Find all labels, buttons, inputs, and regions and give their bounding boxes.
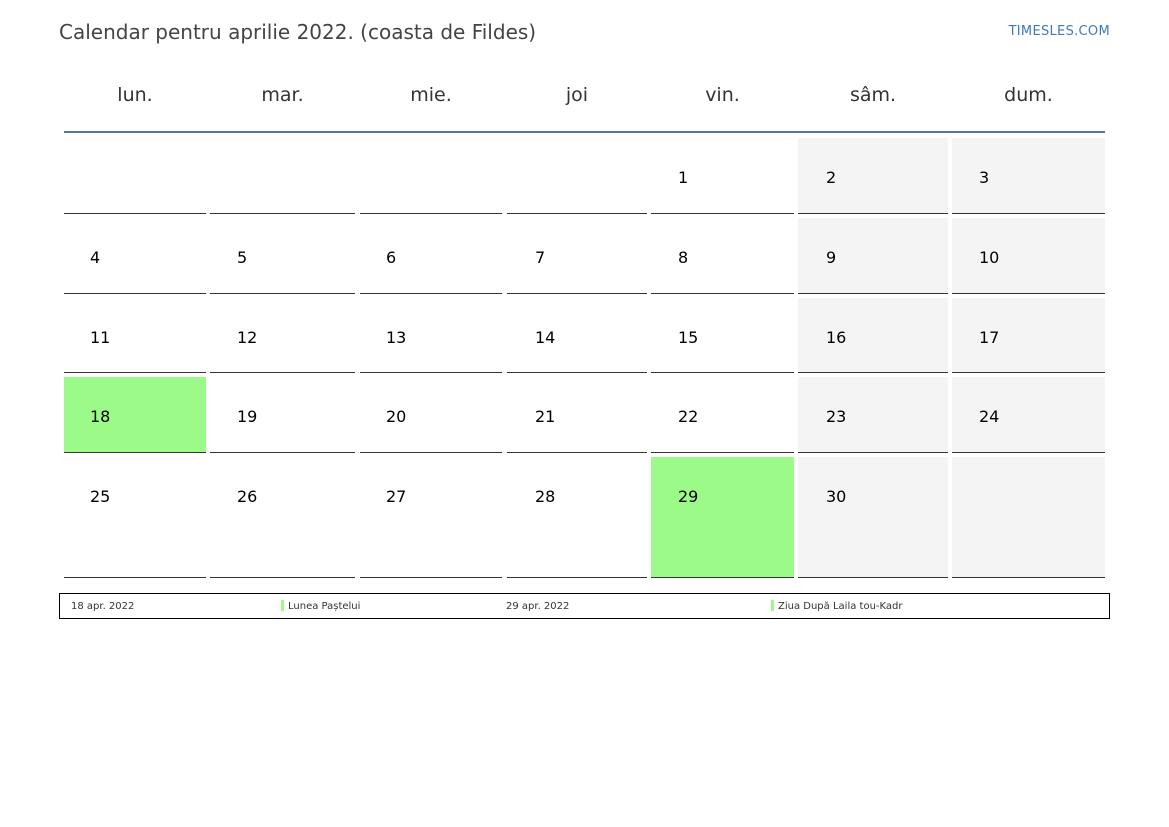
day-cell[interactable]: 2 [798, 138, 948, 214]
day-cell[interactable]: 12 [210, 298, 355, 373]
day-number: 5 [237, 248, 248, 267]
day-cell[interactable]: 5 [210, 218, 355, 294]
empty-day-cell [64, 138, 206, 214]
day-cell[interactable]: 24 [952, 377, 1105, 453]
day-cell[interactable]: 20 [360, 377, 502, 453]
day-number: 23 [826, 407, 847, 426]
legend-date: 18 apr. 2022 [71, 601, 135, 612]
day-number: 4 [90, 248, 101, 267]
day-number: 11 [90, 328, 111, 347]
day-number: 24 [979, 407, 1000, 426]
day-cell[interactable]: 29 [651, 457, 794, 578]
page-title: Calendar pentru aprilie 2022. (coasta de… [59, 20, 537, 44]
day-number: 26 [237, 487, 258, 506]
day-number: 16 [826, 328, 847, 347]
day-cell[interactable]: 1 [651, 138, 794, 214]
day-number: 9 [826, 248, 837, 267]
day-number: 7 [535, 248, 546, 267]
day-number: 10 [979, 248, 1000, 267]
empty-day-cell [210, 138, 355, 214]
day-number: 8 [678, 248, 689, 267]
day-number: 2 [826, 168, 837, 187]
weekday-sun: dum. [1004, 84, 1053, 106]
weekday-wed: mie. [410, 84, 452, 106]
day-cell[interactable]: 17 [952, 298, 1105, 373]
day-number: 3 [979, 168, 990, 187]
day-cell[interactable]: 13 [360, 298, 502, 373]
legend-date: 29 apr. 2022 [506, 601, 570, 612]
day-number: 30 [826, 487, 847, 506]
day-number: 29 [678, 487, 699, 506]
day-cell[interactable]: 26 [210, 457, 355, 578]
day-cell[interactable]: 10 [952, 218, 1105, 294]
day-cell[interactable]: 7 [507, 218, 647, 294]
day-cell[interactable]: 30 [798, 457, 948, 578]
legend-swatch [281, 600, 284, 611]
day-number: 22 [678, 407, 699, 426]
legend-holiday-name: Lunea Paștelui [288, 601, 361, 612]
weekday-sat: sâm. [849, 84, 897, 106]
weekday-thu: joi [565, 84, 589, 106]
day-cell[interactable]: 19 [210, 377, 355, 453]
day-cell[interactable]: 15 [651, 298, 794, 373]
holiday-legend: 18 apr. 2022 Lunea Paștelui 29 apr. 2022… [59, 593, 1110, 619]
day-number: 28 [535, 487, 556, 506]
legend-swatch [771, 600, 774, 611]
day-number: 20 [386, 407, 407, 426]
day-number: 27 [386, 487, 407, 506]
day-cell[interactable]: 28 [507, 457, 647, 578]
day-number: 1 [678, 168, 689, 187]
day-number: 25 [90, 487, 111, 506]
day-cell[interactable]: 16 [798, 298, 948, 373]
empty-day-cell [360, 138, 502, 214]
day-cell[interactable]: 21 [507, 377, 647, 453]
empty-day-cell [507, 138, 647, 214]
legend-holiday-name: Ziua După Laila tou-Kadr [778, 601, 903, 612]
day-number: 18 [90, 407, 111, 426]
weekday-tue: mar. [261, 84, 304, 106]
day-number: 17 [979, 328, 1000, 347]
brand-link[interactable]: TIMESLES.COM [1008, 24, 1110, 39]
empty-day-cell [952, 457, 1105, 578]
day-number: 19 [237, 407, 258, 426]
weekday-fri: vin. [705, 84, 740, 106]
day-cell[interactable]: 11 [64, 298, 206, 373]
day-number: 12 [237, 328, 258, 347]
day-cell[interactable]: 25 [64, 457, 206, 578]
day-cell[interactable]: 27 [360, 457, 502, 578]
day-number: 14 [535, 328, 556, 347]
day-cell[interactable]: 6 [360, 218, 502, 294]
day-cell[interactable]: 23 [798, 377, 948, 453]
header-divider [64, 131, 1105, 133]
day-cell[interactable]: 18 [64, 377, 206, 453]
day-number: 21 [535, 407, 556, 426]
day-number: 6 [386, 248, 397, 267]
day-number: 15 [678, 328, 699, 347]
day-number: 13 [386, 328, 407, 347]
day-cell[interactable]: 9 [798, 218, 948, 294]
weekday-header-row: lun. mar. mie. joi vin. sâm. dum. [64, 84, 1105, 114]
weekday-mon: lun. [117, 84, 153, 106]
day-cell[interactable]: 3 [952, 138, 1105, 214]
day-cell[interactable]: 4 [64, 218, 206, 294]
day-cell[interactable]: 14 [507, 298, 647, 373]
day-cell[interactable]: 8 [651, 218, 794, 294]
day-cell[interactable]: 22 [651, 377, 794, 453]
